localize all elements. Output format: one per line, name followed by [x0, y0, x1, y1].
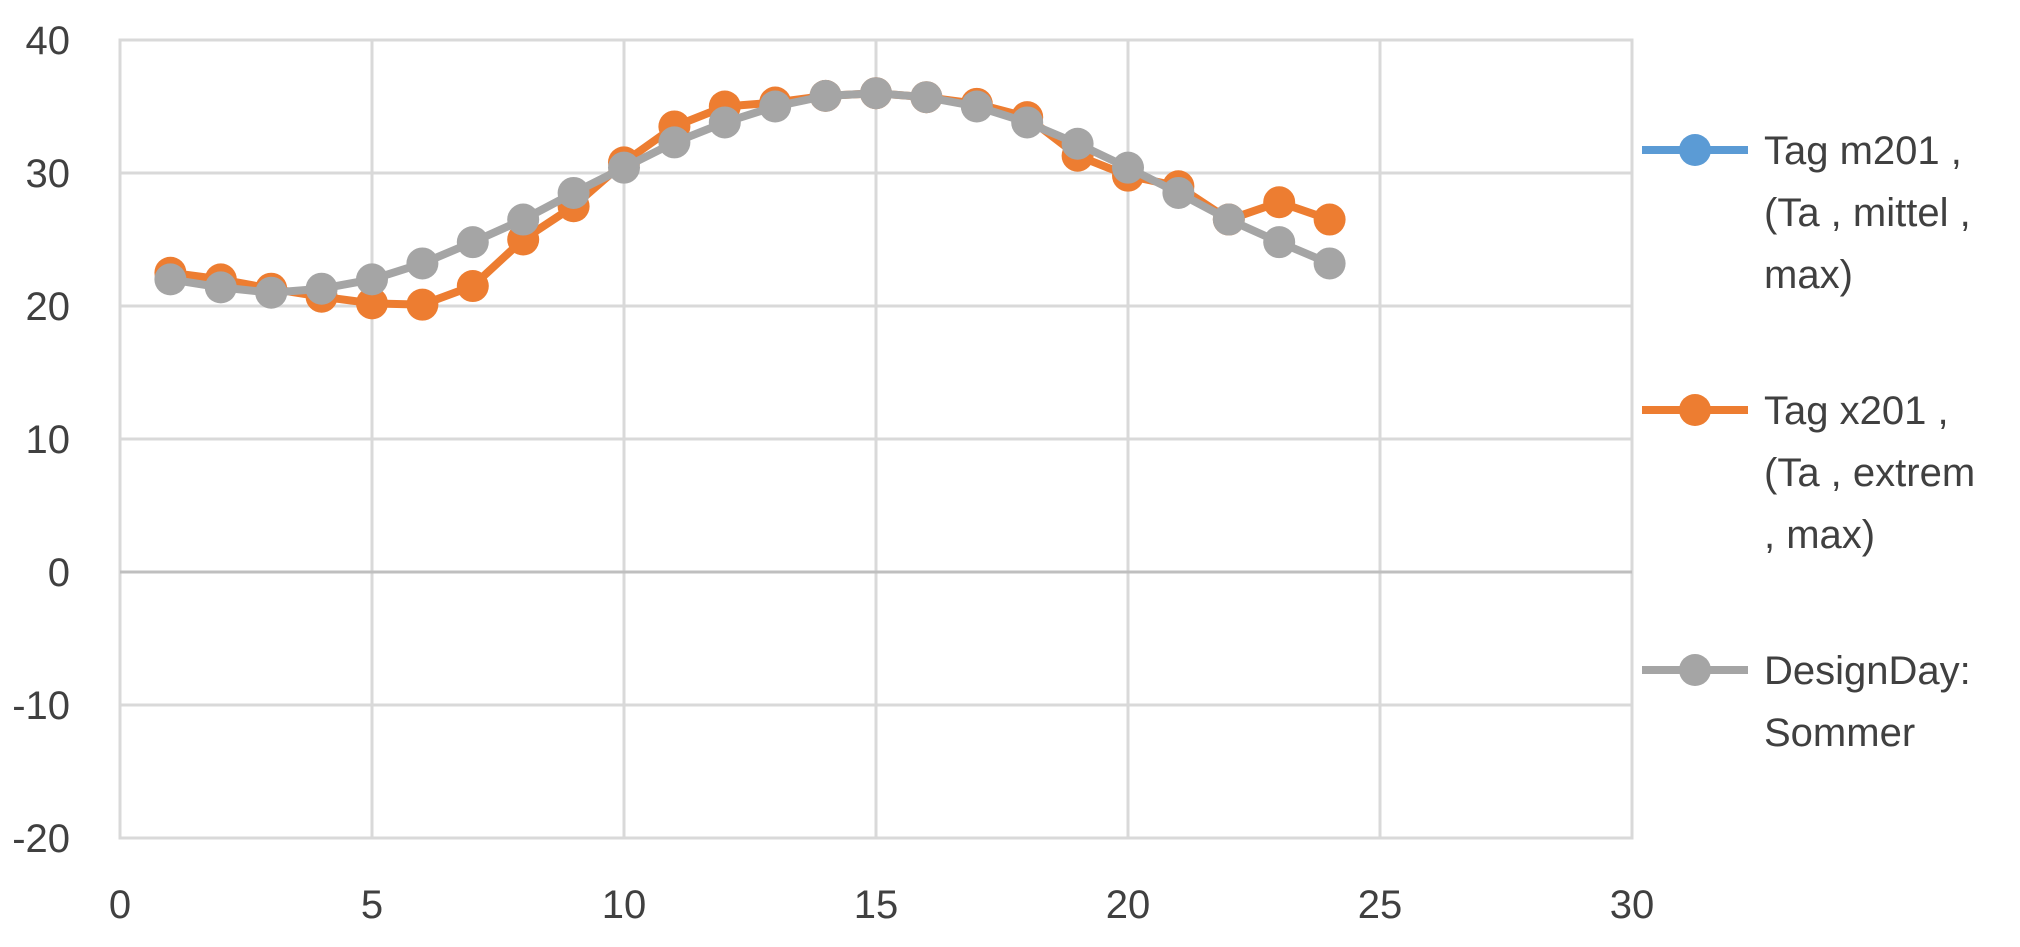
data-point — [406, 247, 439, 280]
data-point — [456, 226, 489, 259]
x-tick-label: 0 — [109, 883, 131, 927]
data-point — [1263, 226, 1296, 259]
data-point — [456, 270, 489, 303]
legend-label-0: max) — [1764, 253, 1853, 297]
series-group — [154, 77, 1346, 321]
y-tick-label: 20 — [26, 285, 71, 329]
y-tick-label: -10 — [12, 684, 70, 728]
legend-label-2: Sommer — [1764, 711, 1915, 755]
x-tick-label: 20 — [1106, 883, 1151, 927]
series-line-2 — [166, 89, 1334, 297]
legend-marker-0 — [1679, 134, 1711, 166]
data-point — [356, 263, 388, 296]
x-tick-label: 5 — [361, 883, 383, 927]
data-point — [406, 288, 439, 321]
data-point — [1162, 176, 1195, 209]
axes: 40 30 20 10 0 -10 -20 0 5 10 15 20 25 30 — [12, 19, 1654, 927]
y-tick-label: -20 — [12, 817, 70, 861]
data-point — [860, 77, 892, 110]
data-point — [557, 176, 590, 209]
data-point — [1112, 151, 1144, 184]
data-point — [708, 106, 741, 139]
x-tick-label: 15 — [854, 883, 899, 927]
legend-label-2: DesignDay: — [1764, 649, 1971, 693]
data-point — [1313, 247, 1346, 280]
x-tick-label: 10 — [602, 883, 647, 927]
data-point — [1011, 106, 1044, 139]
x-tick-label: 25 — [1358, 883, 1403, 927]
data-point — [658, 126, 691, 159]
legend-label-1: Tag x201 , — [1764, 389, 1949, 433]
legend-label-1: (Ta , extrem — [1764, 451, 1975, 495]
legend-label-0: (Ta , mittel , — [1764, 191, 1971, 235]
data-point — [204, 271, 237, 304]
data-point — [154, 263, 187, 296]
y-tick-label: 10 — [26, 418, 71, 462]
gridlines — [118, 38, 1634, 840]
y-tick-label: 40 — [26, 19, 71, 63]
y-tick-label: 30 — [26, 152, 71, 196]
data-point — [1263, 186, 1296, 219]
data-point — [1212, 203, 1245, 236]
data-point — [1061, 127, 1094, 160]
data-point — [356, 287, 388, 320]
data-point — [1313, 203, 1346, 236]
y-tick-label: 0 — [48, 551, 70, 595]
data-point — [759, 90, 792, 123]
data-point — [608, 151, 640, 184]
x-tick-label: 30 — [1610, 883, 1655, 927]
data-point — [507, 203, 540, 236]
data-point — [809, 79, 842, 112]
legend: Tag m201 , (Ta , mittel , max) Tag x201 , (T… — [1642, 129, 1975, 755]
legend-label-0: Tag m201 , — [1764, 129, 1962, 173]
data-point — [305, 272, 338, 305]
series-line-1 — [166, 89, 1334, 309]
data-point — [960, 90, 993, 123]
legend-marker-1 — [1679, 394, 1711, 426]
data-point — [255, 276, 288, 309]
legend-label-1: , max) — [1764, 513, 1875, 557]
data-point — [910, 81, 943, 114]
legend-marker-2 — [1679, 654, 1711, 686]
